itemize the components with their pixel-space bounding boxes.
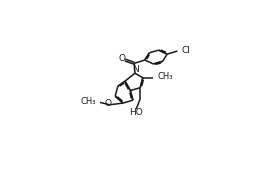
Text: CH₃: CH₃ [157,72,173,81]
Text: CH₃: CH₃ [81,97,96,106]
Text: O: O [105,99,112,108]
Text: HO: HO [129,108,143,117]
Text: O: O [119,55,126,63]
Text: N: N [132,65,139,74]
Text: Cl: Cl [181,46,190,55]
